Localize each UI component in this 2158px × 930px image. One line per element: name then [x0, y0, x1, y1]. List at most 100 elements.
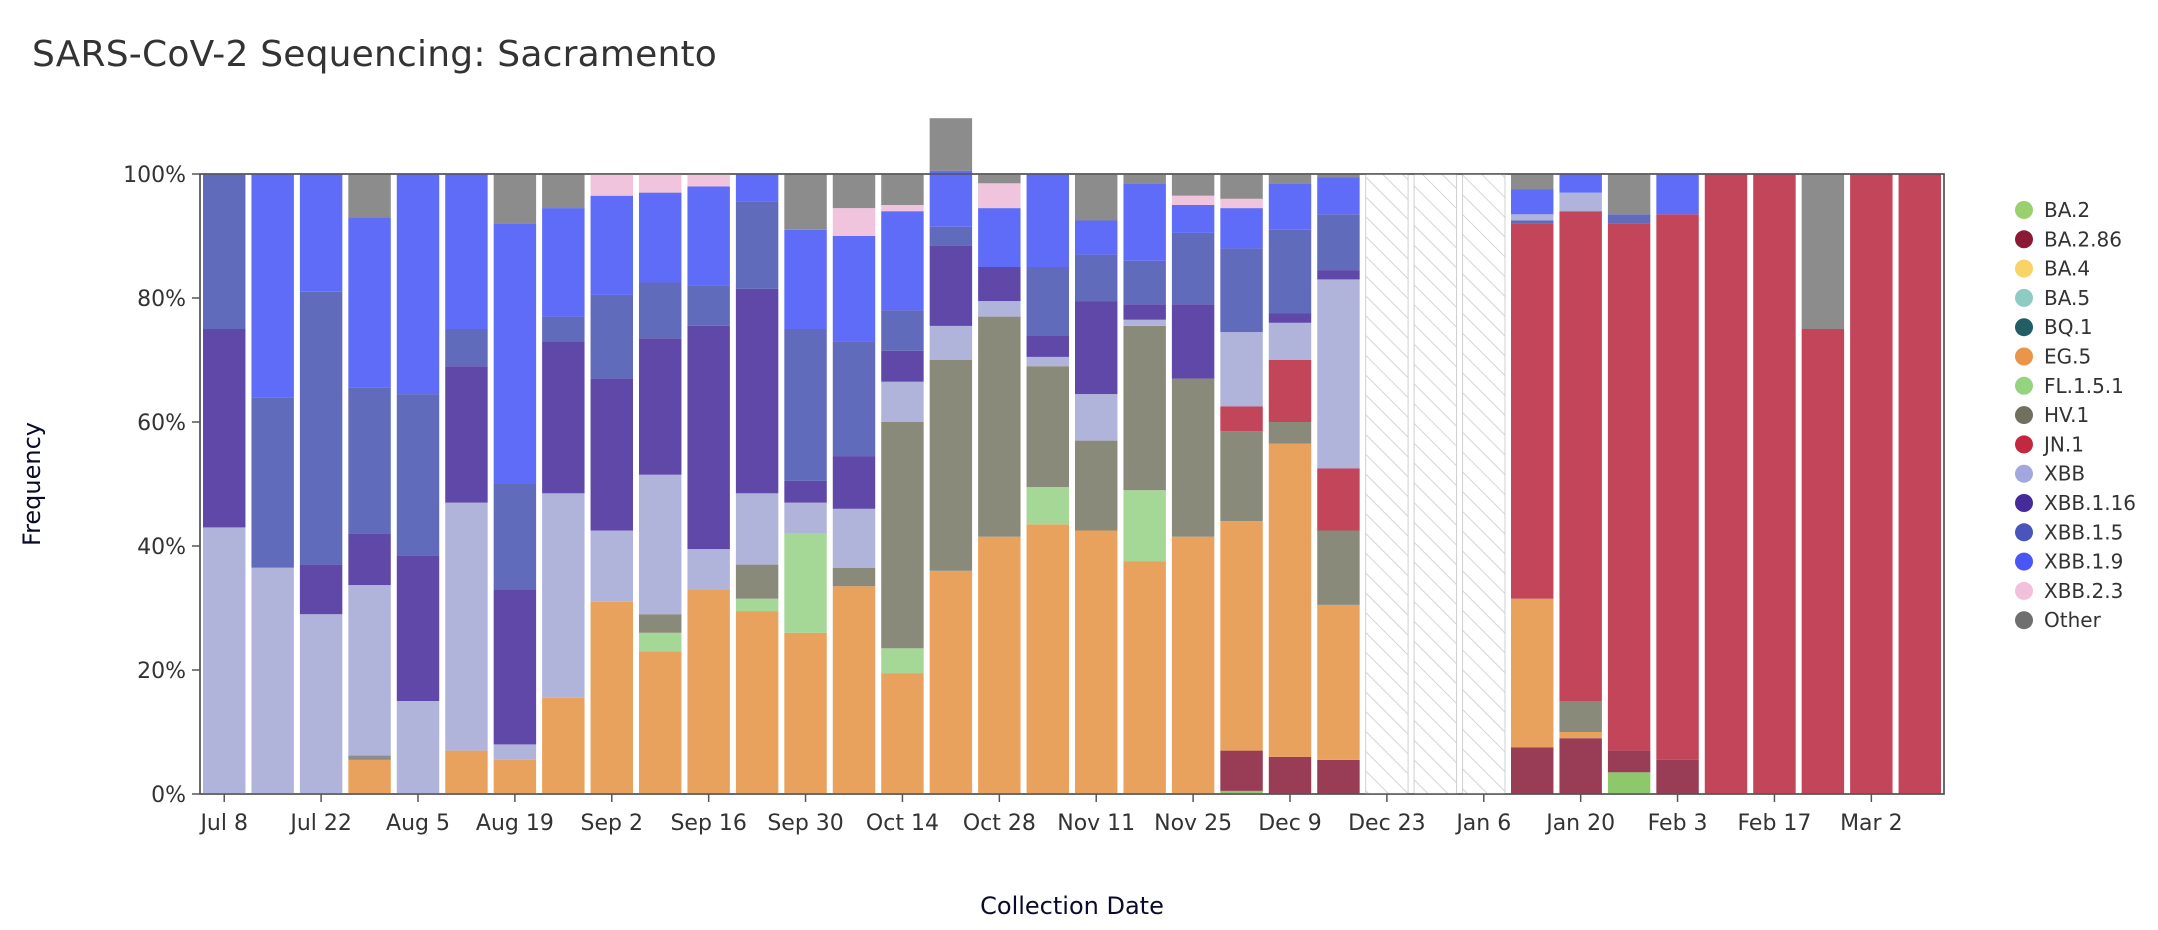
bar-segment-xbb-1-9[interactable] [299, 174, 343, 292]
bar-segment-xbb-1-5[interactable] [1317, 214, 1360, 271]
legend-item-ba-4[interactable]: BA.4 [2015, 257, 2090, 281]
bar-segment-eg-5[interactable] [1317, 604, 1360, 760]
bar-segment-xbb-1-9[interactable] [1123, 183, 1166, 261]
bar-segment-jn-1[interactable] [1801, 329, 1845, 794]
bar-segment-other[interactable] [348, 755, 391, 760]
bar-segment-other[interactable] [1171, 174, 1215, 196]
bar-segment-xbb[interactable] [396, 701, 440, 794]
bar-segment-xbb-1-5[interactable] [1075, 254, 1118, 302]
bar-segment-eg-5[interactable] [784, 632, 827, 794]
bar-segment-xbb[interactable] [542, 493, 585, 698]
bar-segment-xbb-1-16[interactable] [978, 267, 1021, 302]
bar-segment-eg-5[interactable] [493, 759, 537, 794]
legend-item-xbb[interactable]: XBB [2015, 462, 2085, 486]
bar-segment-other[interactable] [929, 118, 973, 171]
bar-segment-xbb-1-5[interactable] [1268, 229, 1312, 314]
bar-segment-other[interactable] [1220, 174, 1263, 199]
bar-segment-xbb-1-16[interactable] [639, 338, 682, 475]
legend-item-jn-1[interactable]: JN.1 [2015, 432, 2084, 456]
bar-segment-xbb-1-16[interactable] [203, 329, 246, 528]
bar-segment-xbb-1-9[interactable] [396, 174, 440, 395]
bar-segment-xbb-1-5[interactable] [1026, 267, 1069, 336]
bar-segment-eg-5[interactable] [735, 611, 779, 794]
bar-segment-xbb-1-9[interactable] [542, 208, 585, 317]
bar-segment-xbb-1-9[interactable] [832, 236, 876, 342]
bar-segment-fl-1-5-1[interactable] [639, 632, 682, 652]
bar-segment-ba-2-86[interactable] [1511, 747, 1554, 795]
bar-segment-xbb-1-16[interactable] [784, 480, 827, 503]
bar-segment-hv-1[interactable] [639, 614, 682, 633]
bar-segment-jn-1[interactable] [1607, 223, 1651, 751]
bar-segment-eg-5[interactable] [1123, 561, 1166, 795]
bar-segment-other[interactable] [978, 174, 1021, 184]
bar-segment-fl-1-5-1[interactable] [1123, 490, 1166, 562]
bar-segment-xbb-1-5[interactable] [396, 394, 440, 556]
bar-segment-other[interactable] [1075, 174, 1118, 221]
bar-segment-xbb-1-5[interactable] [832, 341, 876, 457]
bar-segment-eg-5[interactable] [542, 697, 585, 794]
bar-segment-eg-5[interactable] [687, 589, 730, 794]
bar-segment-xbb-1-9[interactable] [1220, 208, 1263, 249]
bar-segment-xbb-2-3[interactable] [978, 183, 1021, 209]
bar-segment-other[interactable] [1123, 174, 1166, 184]
legend-item-hv-1[interactable]: HV.1 [2015, 403, 2089, 427]
bar-segment-xbb-2-3[interactable] [687, 174, 730, 187]
bar-segment-xbb-1-5[interactable] [881, 310, 924, 351]
bar-segment-xbb[interactable] [1026, 356, 1069, 367]
bar-segment-eg-5[interactable] [1171, 536, 1215, 794]
bar-segment-xbb-1-16[interactable] [396, 555, 440, 701]
bar-segment-xbb-1-16[interactable] [445, 366, 488, 503]
bar-segment-eg-5[interactable] [881, 673, 924, 794]
bar-segment-xbb-1-5[interactable] [348, 387, 391, 534]
bar-segment-xbb-1-9[interactable] [445, 174, 488, 329]
legend-item-fl-1-5-1[interactable]: FL.1.5.1 [2015, 374, 2124, 398]
bar-segment-hv-1[interactable] [1317, 530, 1360, 605]
bar-segment-ba-2-86[interactable] [1559, 738, 1602, 794]
legend-item-ba-2-86[interactable]: BA.2.86 [2015, 227, 2122, 251]
bar-segment-xbb[interactable] [299, 614, 343, 794]
bar-segment-xbb-1-9[interactable] [978, 208, 1021, 267]
bar-segment-xbb[interactable] [1559, 192, 1602, 212]
bar-segment-xbb-1-5[interactable] [542, 316, 585, 342]
legend-item-eg-5[interactable]: EG.5 [2015, 345, 2091, 369]
bar-segment-xbb-1-16[interactable] [1026, 335, 1069, 357]
bar-segment-xbb-2-3[interactable] [590, 174, 633, 196]
bar-segment-xbb[interactable] [348, 585, 391, 756]
bar-segment-xbb[interactable] [784, 502, 827, 534]
bar-segment-ba-2[interactable] [1220, 790, 1263, 794]
legend-item-ba-2[interactable]: BA.2 [2015, 198, 2090, 222]
bar-segment-ba-2[interactable] [1607, 772, 1651, 794]
bar-segment-xbb-1-9[interactable] [1511, 189, 1554, 215]
legend-item-bq-1[interactable]: BQ.1 [2015, 315, 2093, 339]
legend-item-xbb-1-5[interactable]: XBB.1.5 [2015, 520, 2123, 544]
bar-segment-xbb[interactable] [735, 493, 779, 565]
bar-segment-xbb[interactable] [590, 530, 633, 602]
bar-segment-jn-1[interactable] [1704, 174, 1748, 794]
bar-segment-xbb[interactable] [445, 502, 488, 751]
bar-segment-fl-1-5-1[interactable] [735, 598, 779, 612]
bar-segment-xbb-1-9[interactable] [784, 229, 827, 329]
bar-segment-xbb-1-16[interactable] [299, 564, 343, 615]
bar-segment-eg-5[interactable] [1511, 598, 1554, 748]
bar-segment-xbb-1-16[interactable] [929, 245, 973, 326]
bar-segment-hv-1[interactable] [832, 567, 876, 587]
bar-segment-xbb-1-5[interactable] [251, 397, 294, 568]
bar-segment-xbb-1-5[interactable] [445, 329, 488, 367]
bar-segment-xbb-1-5[interactable] [1220, 248, 1263, 333]
bar-segment-jn-1[interactable] [1850, 174, 1893, 794]
bar-segment-xbb-1-9[interactable] [1171, 205, 1215, 233]
legend-item-xbb-1-9[interactable]: XBB.1.9 [2015, 550, 2123, 574]
bar-segment-hv-1[interactable] [1026, 366, 1069, 488]
bar-segment-xbb-2-3[interactable] [881, 205, 924, 212]
bar-segment-xbb-1-9[interactable] [1317, 177, 1360, 215]
bar-segment-ba-2-86[interactable] [1317, 759, 1360, 794]
bar-segment-xbb-1-16[interactable] [493, 589, 537, 745]
bar-segment-xbb[interactable] [493, 744, 537, 760]
bar-segment-xbb-2-3[interactable] [832, 208, 876, 236]
bar-segment-xbb-1-9[interactable] [590, 195, 633, 295]
bar-segment-xbb-1-9[interactable] [1075, 220, 1118, 255]
bar-segment-other[interactable] [1801, 174, 1845, 329]
bar-segment-hv-1[interactable] [735, 564, 779, 599]
bar-segment-other[interactable] [542, 174, 585, 209]
bar-segment-xbb[interactable] [1220, 332, 1263, 407]
